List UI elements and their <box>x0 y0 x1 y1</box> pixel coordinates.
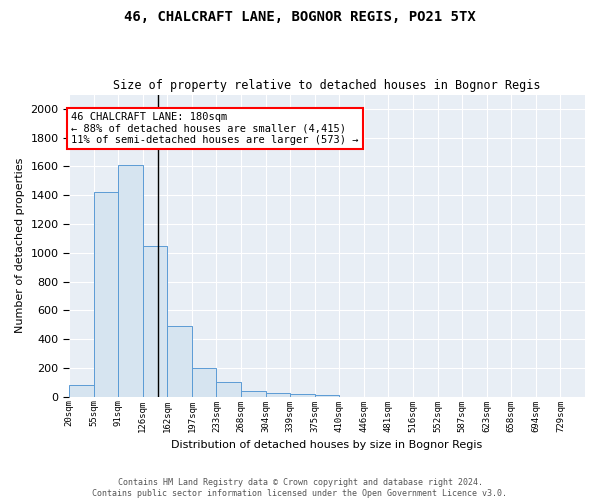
Title: Size of property relative to detached houses in Bognor Regis: Size of property relative to detached ho… <box>113 79 541 92</box>
Bar <box>167 326 192 396</box>
Bar <box>290 394 315 396</box>
Bar <box>241 391 266 396</box>
Bar <box>315 395 340 396</box>
Bar <box>266 393 290 396</box>
Y-axis label: Number of detached properties: Number of detached properties <box>15 158 25 334</box>
Bar <box>143 246 167 396</box>
Bar <box>217 382 241 396</box>
Bar <box>69 385 94 396</box>
Text: 46, CHALCRAFT LANE, BOGNOR REGIS, PO21 5TX: 46, CHALCRAFT LANE, BOGNOR REGIS, PO21 5… <box>124 10 476 24</box>
X-axis label: Distribution of detached houses by size in Bognor Regis: Distribution of detached houses by size … <box>172 440 482 450</box>
Text: 46 CHALCRAFT LANE: 180sqm
← 88% of detached houses are smaller (4,415)
11% of se: 46 CHALCRAFT LANE: 180sqm ← 88% of detac… <box>71 112 359 145</box>
Bar <box>192 368 217 396</box>
Bar <box>94 192 118 396</box>
Text: Contains HM Land Registry data © Crown copyright and database right 2024.
Contai: Contains HM Land Registry data © Crown c… <box>92 478 508 498</box>
Bar <box>118 165 143 396</box>
